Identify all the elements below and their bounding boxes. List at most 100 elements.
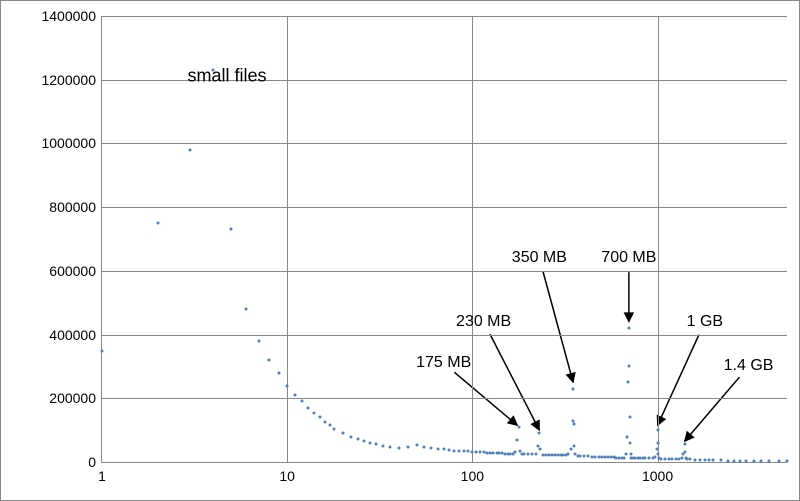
data-point (453, 449, 456, 452)
gridline-horizontal (102, 16, 787, 17)
data-point (733, 459, 736, 462)
data-point (572, 387, 575, 390)
data-point (230, 228, 233, 231)
data-point (664, 457, 667, 460)
data-point (527, 453, 530, 456)
data-point (356, 438, 359, 441)
data-point (752, 460, 755, 463)
data-point (514, 451, 517, 454)
data-point (436, 447, 439, 450)
data-point (363, 439, 366, 442)
data-point (268, 359, 271, 362)
annotation-arrow-230mb (490, 334, 539, 430)
data-point (655, 448, 658, 451)
x-tick-label: 1 (98, 468, 106, 484)
data-point (458, 449, 461, 452)
annotation-230mb: 230 MB (456, 313, 511, 331)
data-point (680, 457, 683, 460)
data-point (382, 445, 385, 448)
data-point (539, 448, 542, 451)
data-point (656, 441, 659, 444)
data-point (708, 459, 711, 462)
data-point (257, 339, 260, 342)
y-tick-label: 1400000 (41, 8, 96, 24)
data-point (333, 427, 336, 430)
data-point (719, 459, 722, 462)
data-point (462, 450, 465, 453)
gridline-horizontal (102, 143, 787, 144)
data-point (517, 425, 520, 428)
y-tick-label: 800000 (49, 199, 96, 215)
data-point (430, 446, 433, 449)
data-point (629, 441, 632, 444)
data-point (479, 451, 482, 454)
data-point (657, 453, 660, 456)
data-point (777, 460, 780, 463)
data-point (660, 457, 663, 460)
annotation-arrow-350mb (543, 272, 573, 383)
data-point (531, 453, 534, 456)
y-tick-label: 1000000 (41, 135, 96, 151)
annotation-small-files: small files (187, 66, 266, 87)
data-point (189, 148, 192, 151)
data-point (522, 453, 525, 456)
gridline-horizontal (102, 271, 787, 272)
data-point (277, 371, 280, 374)
data-point (341, 432, 344, 435)
data-point (578, 454, 581, 457)
data-point (328, 424, 331, 427)
data-point (712, 459, 715, 462)
data-point (654, 456, 657, 459)
data-point (313, 411, 316, 414)
data-point (567, 453, 570, 456)
data-point (471, 450, 474, 453)
data-point (300, 400, 303, 403)
data-point (407, 446, 410, 449)
data-point (624, 453, 627, 456)
data-point (694, 458, 697, 461)
data-point (307, 406, 310, 409)
data-point (538, 432, 541, 435)
annotation-arrow-1p4gb (685, 377, 740, 441)
data-point (627, 381, 630, 384)
data-point (786, 460, 789, 463)
data-point (389, 445, 392, 448)
chart-frame: 0200000400000600000800000100000012000001… (0, 0, 800, 501)
data-point (156, 222, 159, 225)
data-point (323, 421, 326, 424)
data-point (516, 438, 519, 441)
y-tick-label: 400000 (49, 327, 96, 343)
data-point (699, 459, 702, 462)
x-tick-label: 100 (461, 468, 484, 484)
gridline-vertical (472, 16, 473, 462)
data-point (423, 445, 426, 448)
data-point (467, 450, 470, 453)
data-point (656, 429, 659, 432)
data-point (245, 308, 248, 311)
plot-area: 0200000400000600000800000100000012000001… (101, 16, 787, 463)
data-point (768, 460, 771, 463)
data-point (475, 451, 478, 454)
annotation-700mb: 700 MB (601, 249, 656, 267)
y-tick-label: 0 (88, 454, 96, 470)
data-point (374, 443, 377, 446)
data-point (534, 453, 537, 456)
data-point (586, 455, 589, 458)
data-point (683, 443, 686, 446)
data-point (627, 327, 630, 330)
gridline-vertical (287, 16, 288, 462)
data-point (368, 441, 371, 444)
x-tick-label: 10 (279, 468, 295, 484)
annotation-1gb: 1 GB (687, 313, 723, 331)
gridline-horizontal (102, 398, 787, 399)
x-tick-label: 1000 (642, 468, 673, 484)
data-point (744, 460, 747, 463)
data-point (684, 451, 687, 454)
gridline-horizontal (102, 335, 787, 336)
data-point (101, 349, 104, 352)
data-point (626, 435, 629, 438)
data-point (703, 459, 706, 462)
data-point (318, 416, 321, 419)
data-point (628, 365, 631, 368)
annotation-arrow-1gb (658, 335, 699, 426)
